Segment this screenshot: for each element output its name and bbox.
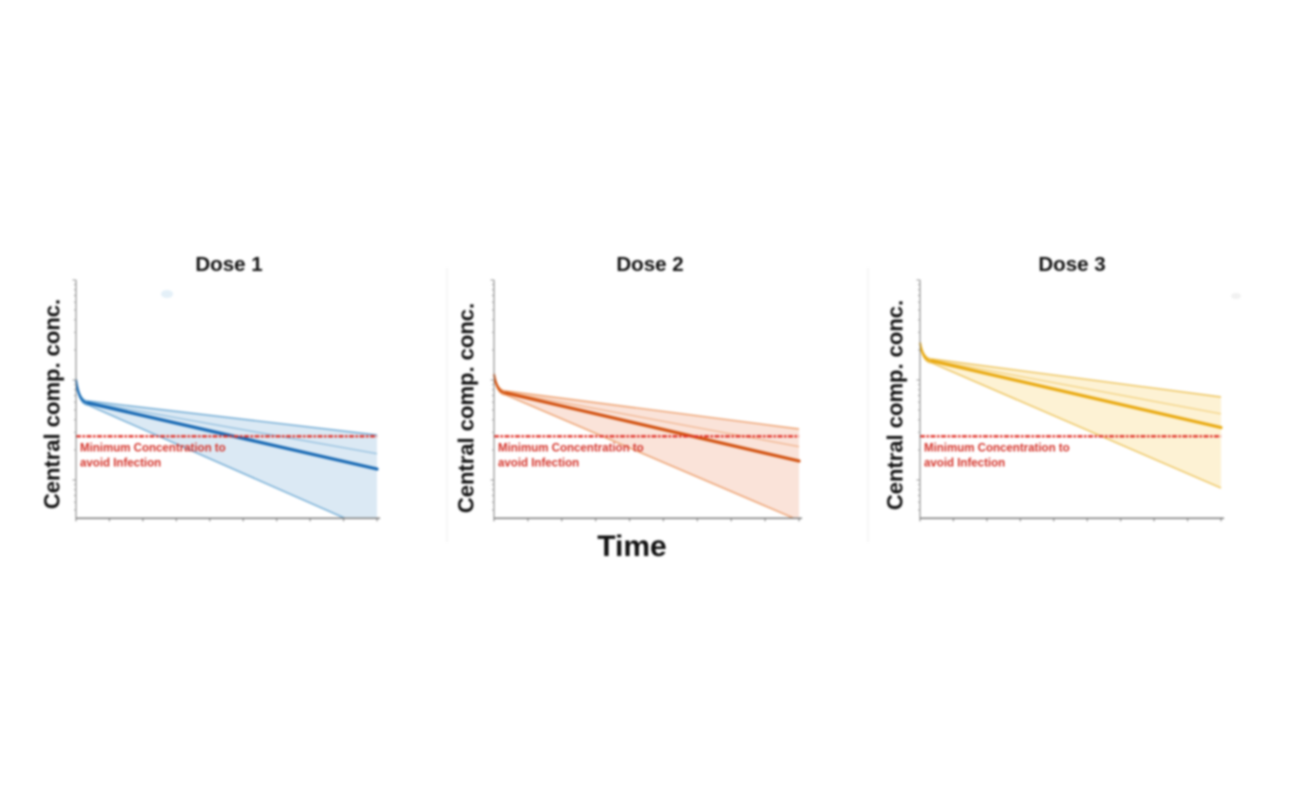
svg-text:Time: Time — [597, 530, 666, 563]
svg-text:Central comp. conc.: Central comp. conc. — [39, 299, 64, 509]
svg-text:avoid Infection: avoid Infection — [80, 458, 161, 470]
svg-text:Minimum Concentration to: Minimum Concentration to — [80, 443, 226, 455]
svg-text:Dose 2: Dose 2 — [616, 253, 683, 276]
svg-text:Central comp. conc.: Central comp. conc. — [882, 300, 907, 510]
svg-text:Central comp. conc.: Central comp. conc. — [453, 303, 478, 513]
svg-text:Minimum Concentration to: Minimum Concentration to — [924, 443, 1070, 455]
svg-text:Minimum Concentration to: Minimum Concentration to — [498, 443, 644, 455]
svg-text:Dose 1: Dose 1 — [195, 253, 262, 276]
svg-text:avoid Infection: avoid Infection — [924, 458, 1005, 470]
svg-text:Dose 3: Dose 3 — [1038, 253, 1105, 276]
svg-text:avoid Infection: avoid Infection — [498, 458, 579, 470]
